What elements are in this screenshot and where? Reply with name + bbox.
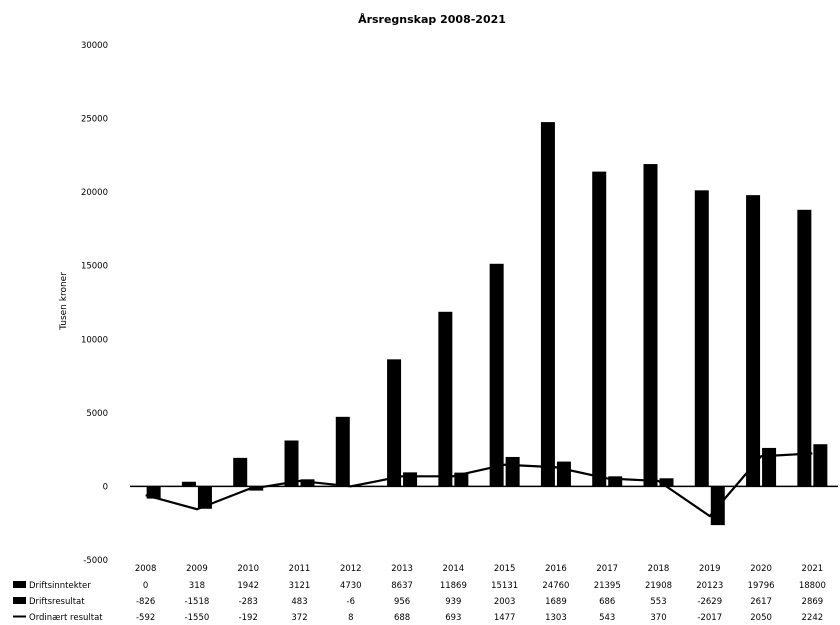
driftsinntekter-bar: [643, 164, 658, 487]
data-table-cell: -192: [239, 613, 258, 623]
chart-title: Årsregnskap 2008-2021: [358, 13, 506, 26]
data-table-cell: 19796: [748, 581, 775, 591]
driftsinntekter-bar: [489, 263, 504, 487]
data-table-cell: 370: [650, 613, 666, 623]
driftsresultat-bar: [197, 486, 212, 509]
x-tick-label: 2021: [802, 564, 824, 574]
data-table-cell: 686: [599, 597, 615, 607]
data-table-cell: 693: [445, 613, 461, 623]
x-tick-label: 2020: [750, 564, 772, 574]
driftsinntekter-bar: [592, 171, 607, 487]
y-tick-label: 10000: [81, 335, 108, 345]
x-tick-label: 2017: [596, 564, 618, 574]
data-table-cell: 4730: [340, 581, 362, 591]
y-tick-label: 15000: [81, 262, 108, 272]
data-table-cell: 2242: [802, 613, 824, 623]
data-table-cell: -826: [136, 597, 155, 607]
y-tick-label: 30000: [81, 41, 108, 51]
driftsinntekter-bar: [694, 190, 709, 487]
driftsresultat-bar: [403, 472, 418, 487]
data-table-cell: 2617: [750, 597, 772, 607]
data-table-cell: -6: [347, 597, 355, 607]
legend-label: Driftsresultat: [29, 597, 85, 607]
y-axis-label: Tusen kroner: [59, 272, 69, 331]
legend-swatch: [13, 581, 26, 588]
driftsresultat-bar: [659, 478, 674, 487]
driftsresultat-bar: [813, 444, 828, 487]
ordinaert-resultat-line-group: [145, 452, 813, 518]
driftsinntekter-bar: [438, 311, 453, 487]
data-table-cell: 2050: [750, 613, 772, 623]
data-table-cell: 24760: [542, 581, 569, 591]
y-tick-label: 5000: [86, 409, 108, 419]
x-tick-label: 2008: [135, 564, 157, 574]
driftsinntekter-bar: [387, 359, 402, 487]
x-tick-label: 2011: [289, 564, 311, 574]
data-table-cell: 372: [291, 613, 307, 623]
data-table-cell: 1942: [237, 581, 259, 591]
data-table-cell: 0: [143, 581, 148, 591]
data-table-cell: 8637: [391, 581, 413, 591]
data-table-cell: -283: [239, 597, 258, 607]
driftsresultat-bar: [505, 456, 520, 487]
driftsinntekter-bar: [335, 416, 350, 487]
y-tick-label: -5000: [83, 556, 108, 566]
ordinaert-resultat-line: [145, 452, 813, 518]
data-table-cell: 2869: [802, 597, 824, 607]
driftsinntekter-bar: [797, 209, 812, 487]
data-table-cell: 21395: [594, 581, 621, 591]
data-table-cell: 939: [445, 597, 461, 607]
data-table-cell: 688: [394, 613, 410, 623]
driftsresultat-bar: [608, 476, 623, 487]
legend-label: Driftsinntekter: [29, 581, 91, 591]
y-tick-label: 20000: [81, 188, 108, 198]
data-table-cell: 318: [189, 581, 205, 591]
driftsinntekter-bar: [746, 195, 761, 487]
y-tick-label: 25000: [81, 115, 108, 125]
driftsinntekter-bar: [233, 457, 248, 487]
x-tick-label: 2013: [391, 564, 413, 574]
driftsinntekter-bar: [284, 440, 299, 487]
data-table: 2008 2009 2010 2011 2012 2013 2014 2015 2016 2017…: [13, 564, 826, 623]
data-table-cell: -592: [136, 613, 155, 623]
data-table-cell: 1689: [545, 597, 567, 607]
data-table-cell: 1303: [545, 613, 567, 623]
x-tick-label: 2009: [186, 564, 208, 574]
data-table-cell: 2003: [494, 597, 516, 607]
x-tick-label: 2018: [648, 564, 670, 574]
driftsinntekter-bars: [130, 122, 812, 487]
data-table-cell: 15131: [491, 581, 518, 591]
data-table-cell: 8: [348, 613, 353, 623]
data-table-cell: 956: [394, 597, 410, 607]
data-table-cell: -2017: [697, 613, 722, 623]
data-table-cell: 553: [650, 597, 666, 607]
data-table-cell: 1477: [494, 613, 516, 623]
data-table-cell: 20123: [696, 581, 723, 591]
x-tick-label: 2012: [340, 564, 362, 574]
data-table-cell: 483: [291, 597, 307, 607]
y-axis-ticks: -5000 0 5000 10000 15000 20000 25000 30000: [81, 41, 108, 566]
x-tick-label: 2019: [699, 564, 721, 574]
x-tick-label: 2014: [443, 564, 465, 574]
x-tick-label: 2015: [494, 564, 516, 574]
driftsinntekter-bar: [181, 481, 196, 487]
data-table-cell: 3121: [289, 581, 311, 591]
legend-swatch: [13, 597, 26, 604]
data-table-cell: 11869: [440, 581, 467, 591]
driftsinntekter-bar: [540, 122, 555, 487]
y-tick-label: 0: [103, 482, 108, 492]
data-table-cell: 543: [599, 613, 615, 623]
data-table-cell: 21908: [645, 581, 672, 591]
driftsresultat-bar: [762, 447, 777, 487]
data-table-cell: 18800: [799, 581, 826, 591]
data-table-cell: -1550: [185, 613, 210, 623]
data-table-cell: -2629: [697, 597, 722, 607]
legend-label: Ordinært resultat: [29, 613, 103, 623]
driftsresultat-bar: [556, 461, 571, 487]
x-tick-label: 2010: [237, 564, 259, 574]
x-tick-label: 2016: [545, 564, 567, 574]
data-table-cell: -1518: [185, 597, 210, 607]
